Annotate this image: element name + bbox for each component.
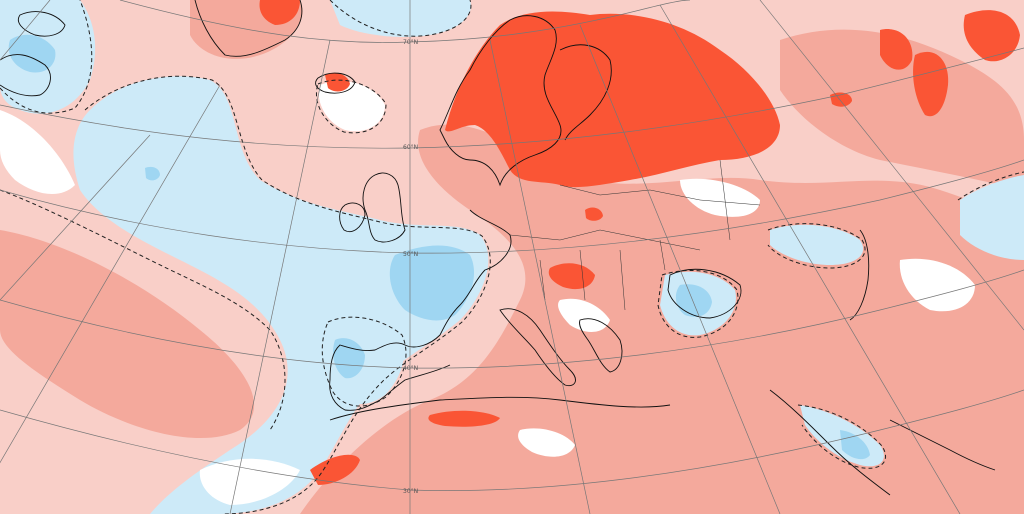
cold-medium-middle-east — [840, 430, 870, 460]
graticule-lat-70 — [119, 0, 691, 43]
coast-canada-2 — [17, 11, 66, 37]
cold-light-east — [770, 224, 864, 265]
graticule-lon-2 — [0, 84, 221, 464]
contour-north — [329, 0, 472, 37]
cold-medium-iberia — [333, 338, 365, 379]
contour-middle-east — [797, 404, 887, 469]
cold-medium-balkans — [675, 284, 712, 317]
warm-strong-germany — [585, 207, 603, 221]
lat-label-40: 40°N — [403, 365, 418, 372]
warm-strong-iceland — [325, 72, 350, 92]
coast-britain — [362, 172, 406, 243]
graticule-lon-6 — [659, 4, 961, 514]
warm-strong-north-africa-1 — [428, 410, 500, 427]
contour-atlantic-inner — [0, 189, 286, 431]
graticule-lon-3 — [229, 39, 331, 514]
contour-atlantic — [84, 75, 491, 514]
cold-medium-atlantic-spot — [145, 166, 160, 181]
borders-europe — [509, 159, 761, 311]
graticule-lon-8 — [759, 0, 1024, 331]
cold-medium-canada — [8, 34, 56, 73]
warm-strong-northeast-1 — [880, 29, 913, 70]
graticule-lat-30 — [0, 389, 1024, 491]
coast-persian-gulf — [889, 419, 996, 471]
contour-balkans — [657, 269, 739, 338]
cold-light-far-east — [960, 175, 1024, 260]
warm-medium-atlantic-south — [0, 230, 255, 439]
cold-medium-france — [389, 245, 475, 321]
graticule-lon-5 — [579, 24, 781, 514]
coast-finland — [559, 44, 612, 141]
coast-canada — [0, 54, 51, 97]
warm-strong-north-africa-2 — [310, 454, 360, 485]
white-central-europe — [680, 178, 760, 217]
latitude-labels: 70°N 60°N 50°N 40°N 30°N — [403, 39, 418, 495]
graticule-lat-50 — [0, 159, 1024, 254]
coast-mainland-west — [329, 209, 512, 411]
coast-ireland — [339, 202, 366, 233]
white-iceland — [318, 81, 385, 132]
graticule-lon-7 — [0, 134, 151, 301]
white-east-1 — [899, 258, 975, 312]
graticule-lon-9 — [0, 0, 51, 61]
graticule-lat-40 — [0, 269, 1024, 369]
lat-label-50: 50°N — [403, 251, 418, 258]
graticule-lat-60 — [0, 47, 1024, 149]
white-sw-coast — [199, 458, 300, 505]
cold-light-north — [330, 0, 471, 37]
lat-label-60: 60°N — [403, 144, 418, 151]
coast-balkans — [579, 318, 623, 373]
coast-scandinavia — [439, 15, 562, 187]
warm-strong-greenland — [259, 0, 300, 25]
contour-far-east — [957, 171, 1024, 201]
warm-strong-scandinavia — [445, 11, 780, 188]
coast-greenland — [194, 0, 303, 57]
lat-label-70: 70°N — [403, 39, 418, 46]
lat-label-30: 30°N — [403, 488, 418, 495]
white-atlantic-edge — [0, 110, 75, 195]
coast-red-sea — [769, 389, 891, 496]
graticule-lon-4 — [489, 39, 591, 514]
contour-east — [767, 223, 866, 269]
contour-iberia — [321, 316, 407, 407]
coast-north-africa — [329, 396, 671, 421]
coast-iceland — [315, 72, 356, 94]
white-north-africa — [518, 428, 575, 457]
coast-italy — [499, 308, 576, 387]
white-italy — [558, 298, 610, 332]
warm-medium-north-russia — [780, 29, 1024, 190]
warm-strong-northeast-3 — [963, 10, 1020, 62]
warm-strong-northeast-2 — [913, 51, 949, 117]
coastlines — [0, 0, 996, 496]
contour-iceland — [316, 79, 387, 134]
coast-black-sea — [667, 268, 742, 319]
coast-caspian — [849, 229, 870, 321]
cold-light-atlantic — [73, 76, 489, 514]
